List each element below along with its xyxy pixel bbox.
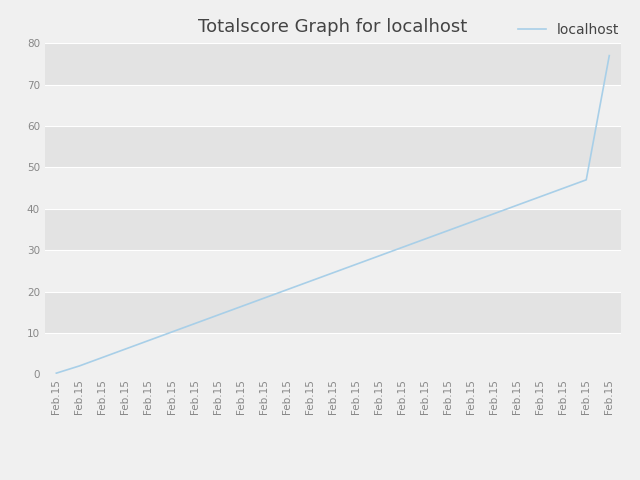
Line: localhost: localhost xyxy=(56,56,609,373)
localhost xyxy=(99,355,106,360)
localhost xyxy=(122,346,129,352)
localhost xyxy=(513,203,521,208)
Title: Totalscore Graph for localhost: Totalscore Graph for localhost xyxy=(198,18,467,36)
localhost xyxy=(582,177,590,183)
Bar xyxy=(45,126,621,168)
localhost xyxy=(536,194,544,200)
localhost xyxy=(191,321,198,326)
localhost xyxy=(168,329,175,335)
Bar xyxy=(45,333,621,374)
localhost xyxy=(260,295,268,301)
localhost xyxy=(145,338,152,344)
localhost xyxy=(490,211,498,216)
localhost xyxy=(329,270,337,276)
localhost xyxy=(283,287,291,293)
Bar xyxy=(45,84,621,126)
localhost xyxy=(605,53,613,59)
localhost xyxy=(52,370,60,376)
localhost xyxy=(398,245,406,251)
Bar xyxy=(45,43,621,84)
Bar xyxy=(45,291,621,333)
localhost xyxy=(76,363,83,369)
localhost xyxy=(306,278,314,284)
Bar xyxy=(45,209,621,250)
Bar xyxy=(45,250,621,291)
localhost xyxy=(444,228,452,233)
localhost xyxy=(375,253,383,259)
localhost xyxy=(237,304,244,310)
Bar xyxy=(45,168,621,209)
localhost xyxy=(214,312,221,318)
localhost xyxy=(352,262,360,267)
Legend: localhost: localhost xyxy=(513,17,625,42)
localhost xyxy=(421,236,429,242)
localhost xyxy=(559,185,567,191)
localhost xyxy=(467,219,475,225)
